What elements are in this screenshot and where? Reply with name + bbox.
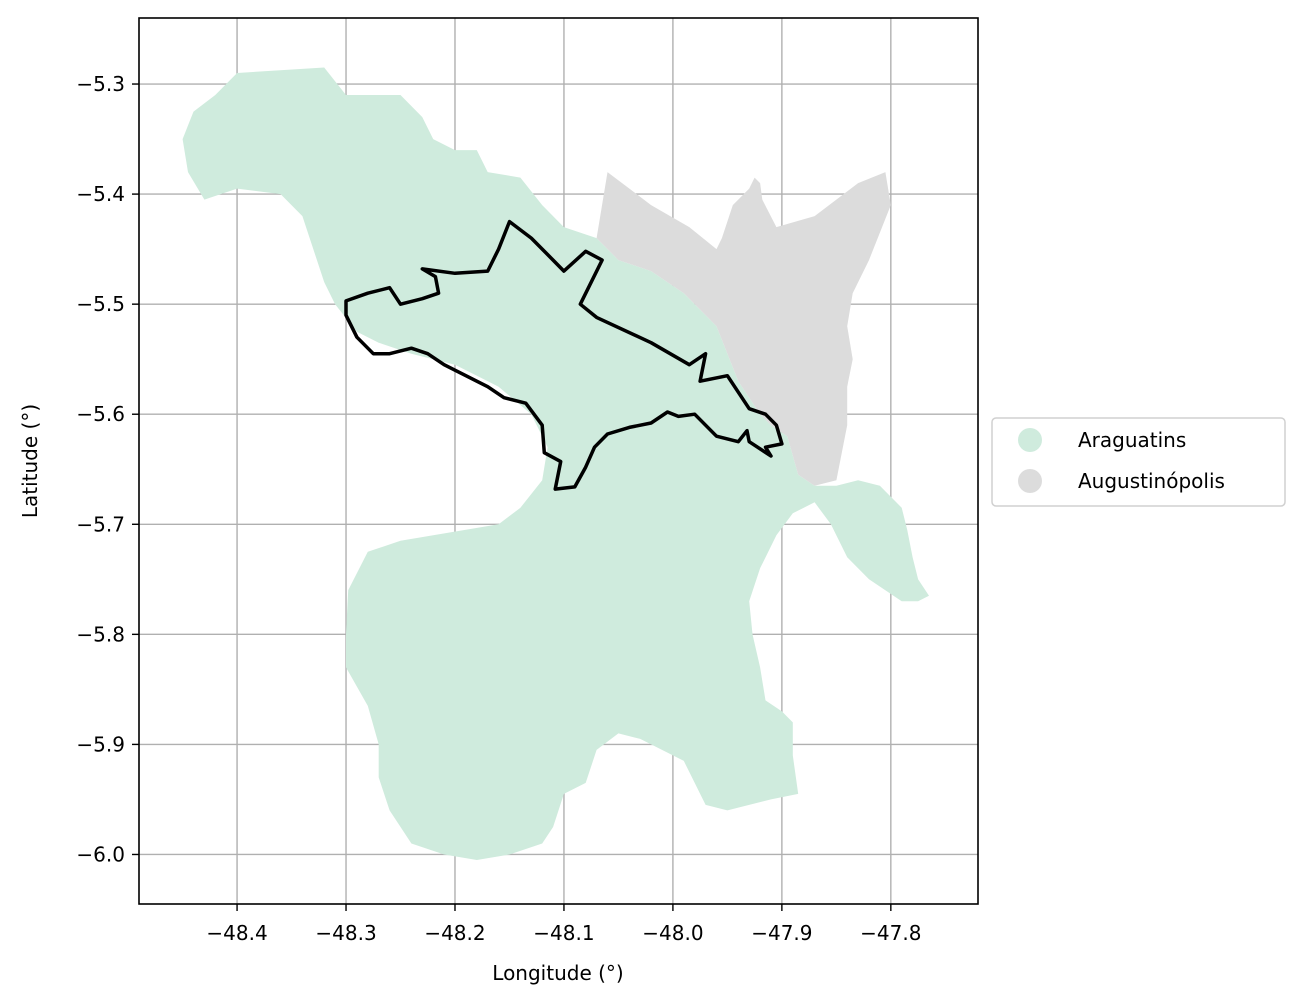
y-tick-label: −5.8 (76, 622, 125, 646)
y-axis-label: Latitude (°) (18, 404, 42, 518)
x-tick-label: −48.0 (642, 921, 703, 945)
y-tick-label: −5.7 (76, 512, 125, 536)
x-tick-label: −48.2 (424, 921, 485, 945)
x-tick-label: −48.4 (206, 921, 267, 945)
y-tick-label: −6.0 (76, 842, 125, 866)
region-layer (182, 67, 930, 860)
y-tick-label: −5.4 (76, 182, 125, 206)
plot-frame (138, 17, 979, 905)
legend: Araguatins Augustinópolis (991, 417, 1286, 507)
region-augustin-polis (596, 172, 891, 486)
y-tick-label: −5.3 (76, 72, 125, 96)
legend-frame (991, 417, 1286, 507)
x-tick-label: −48.1 (533, 921, 594, 945)
x-tick-label: −48.3 (315, 921, 376, 945)
legend-label: Araguatins (1078, 428, 1186, 452)
legend-marker (1018, 428, 1042, 452)
x-tick-label: −47.8 (860, 921, 921, 945)
outline-layer (344, 219, 784, 491)
y-tick-label: −5.9 (76, 732, 125, 756)
legend-label: Augustinópolis (1078, 469, 1225, 493)
y-tick-label: −5.6 (76, 402, 125, 426)
y-axis-ticks: −5.3 −5.4 −5.5 −5.6 −5.7 −5.8 −5.9 −6.0 (76, 72, 139, 866)
outline-boundary (344, 219, 784, 491)
x-axis-label: Longitude (°) (492, 961, 623, 985)
legend-marker (1018, 469, 1042, 493)
region-araguatins (182, 67, 930, 860)
y-tick-label: −5.5 (76, 292, 125, 316)
x-tick-label: −47.9 (751, 921, 812, 945)
x-axis-ticks: −48.4 −48.3 −48.2 −48.1 −48.0 −47.9 −47.8 (206, 904, 921, 945)
